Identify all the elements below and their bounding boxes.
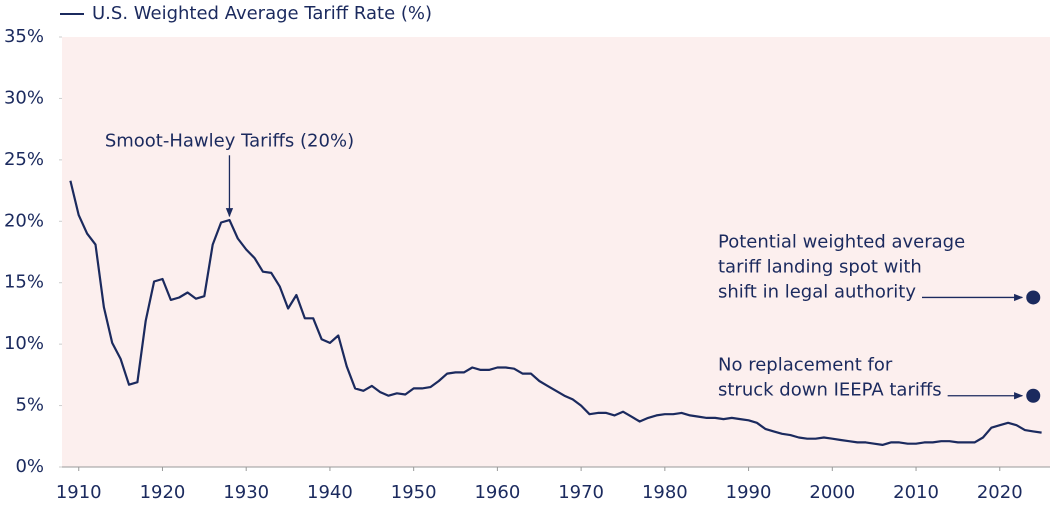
x-tick-label: 1960 [474, 482, 520, 503]
point-marker [1026, 388, 1041, 403]
y-tick-label: 35% [4, 26, 44, 47]
data-line [69, 180, 1042, 446]
x-tick-label: 1920 [140, 482, 186, 503]
plot-background [62, 37, 1050, 467]
y-tick-label: 0% [15, 456, 44, 477]
point-label: Potential weighted average [718, 231, 965, 252]
point-label: tariff landing spot with [718, 256, 922, 277]
x-tick-label: 2010 [893, 482, 939, 503]
point-label: shift in legal authority [718, 281, 916, 302]
y-tick-label: 10% [4, 333, 44, 354]
x-tick-label: 1930 [223, 482, 269, 503]
annotation-label: Smoot-Hawley Tariffs (20%) [105, 130, 354, 151]
y-tick-label: 20% [4, 210, 44, 231]
x-tick-label: 1970 [558, 482, 604, 503]
y-tick-label: 25% [4, 149, 44, 170]
x-tick-label: 1910 [56, 482, 102, 503]
y-tick-label: 15% [4, 272, 44, 293]
point-label: No replacement for [718, 355, 893, 376]
point-label: struck down IEEPA tariffs [718, 380, 942, 401]
legend-label: U.S. Weighted Average Tariff Rate (%) [92, 3, 432, 24]
point-marker [1026, 290, 1041, 305]
x-tick-label: 1990 [726, 482, 772, 503]
x-tick-label: 2020 [977, 482, 1023, 503]
y-tick-label: 5% [15, 395, 44, 416]
x-tick-label: 1950 [391, 482, 437, 503]
x-tick-label: 1940 [307, 482, 353, 503]
x-tick-label: 2000 [809, 482, 855, 503]
y-tick-label: 30% [4, 87, 44, 108]
x-tick-label: 1980 [642, 482, 688, 503]
